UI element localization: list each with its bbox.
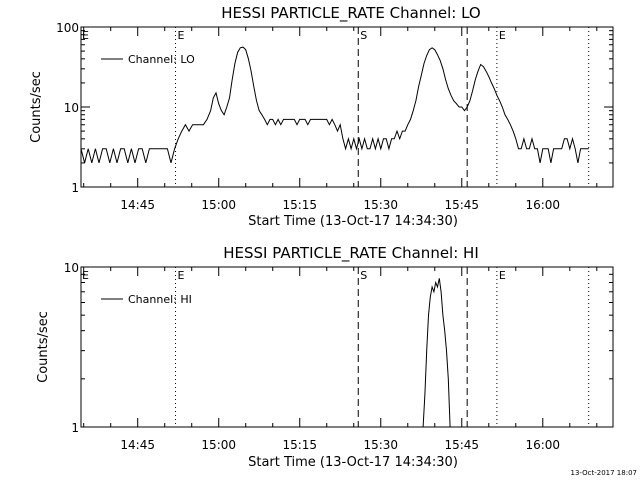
event-marker-label: E bbox=[82, 29, 89, 42]
x-tick-label: 15:30 bbox=[363, 438, 398, 452]
x-tick-label: 15:00 bbox=[201, 438, 236, 452]
x-tick-label: 15:45 bbox=[444, 198, 479, 212]
y-tick-label: 10 bbox=[64, 261, 79, 275]
y-axis-label: Counts/sec bbox=[29, 71, 44, 143]
x-tick-label: 15:45 bbox=[444, 438, 479, 452]
event-marker-label: E bbox=[82, 269, 89, 282]
event-marker-label: E bbox=[499, 269, 506, 282]
y-tick-label: 1 bbox=[71, 421, 79, 435]
y-tick-label: 1 bbox=[71, 181, 79, 195]
y-tick-label: 10 bbox=[64, 101, 79, 115]
x-axis-label: Start Time (13-Oct-17 14:34:30) bbox=[248, 214, 458, 229]
series-line bbox=[80, 46, 589, 164]
x-tick-label: 16:00 bbox=[525, 198, 560, 212]
event-marker-label: E bbox=[499, 29, 506, 42]
legend-label: Channel: HI bbox=[128, 293, 192, 306]
plot-frame bbox=[80, 26, 614, 188]
event-marker-label: E bbox=[178, 269, 185, 282]
legend-label: Channel: LO bbox=[128, 53, 195, 66]
x-tick-label: 15:15 bbox=[282, 438, 317, 452]
event-marker-label: S bbox=[360, 269, 367, 282]
chart-title: HESSI PARTICLE_RATE Channel: LO bbox=[221, 4, 480, 23]
event-marker-label: S bbox=[360, 29, 367, 42]
timestamp: 13-Oct-2017 18:07 bbox=[571, 469, 637, 477]
x-tick-label: 15:30 bbox=[363, 198, 398, 212]
x-tick-label: 15:00 bbox=[201, 198, 236, 212]
y-axis-label: Counts/sec bbox=[36, 311, 51, 383]
plot-frame bbox=[80, 266, 614, 428]
event-marker-label: E bbox=[178, 29, 185, 42]
chart-title: HESSI PARTICLE_RATE Channel: HI bbox=[223, 244, 479, 263]
x-tick-label: 15:15 bbox=[282, 198, 317, 212]
x-tick-label: 14:45 bbox=[120, 438, 155, 452]
x-tick-label: 14:45 bbox=[120, 198, 155, 212]
y-tick-label: 100 bbox=[56, 21, 79, 35]
series-line bbox=[422, 278, 451, 428]
x-axis-label: Start Time (13-Oct-17 14:34:30) bbox=[248, 455, 458, 470]
x-tick-label: 16:00 bbox=[525, 438, 560, 452]
